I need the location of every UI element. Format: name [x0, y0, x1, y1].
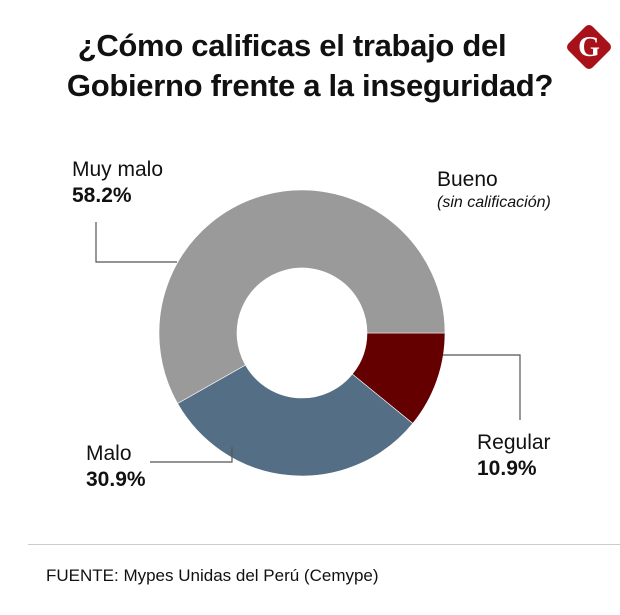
leader-line-muy-malo — [95, 222, 177, 263]
brand-logo-icon: G — [567, 25, 611, 69]
source-note: FUENTE: Mypes Unidas del Perú (Cemype) — [46, 566, 379, 585]
label-regular: Regular 10.9% — [477, 430, 551, 482]
leader-line-malo — [150, 447, 233, 463]
title-line-1: ¿Cómo calificas el trabajo del — [77, 28, 507, 63]
slice-value: 30.9% — [86, 468, 146, 491]
slice-malo — [177, 364, 414, 477]
slice-label: Malo — [86, 442, 132, 465]
donut-chart — [95, 189, 521, 477]
label-muy-malo: Muy malo 58.2% — [72, 157, 163, 209]
label-malo: Malo 30.9% — [86, 441, 146, 493]
svg-text:G: G — [578, 32, 600, 63]
divider — [28, 544, 620, 545]
label-bueno: Bueno (sin calificación) — [437, 167, 551, 213]
slice-label: Muy malo — [72, 158, 164, 181]
slice-value: 10.9% — [477, 457, 537, 480]
slice-label: Bueno — [437, 168, 498, 191]
leader-line-regular — [443, 354, 521, 420]
slice-value: 58.2% — [72, 184, 132, 207]
slice-muy-malo — [158, 189, 446, 404]
title-line-2: Gobierno frente a la inseguridad? — [66, 68, 554, 103]
slice-value: (sin calificación) — [437, 194, 551, 211]
slice-label: Regular — [477, 431, 551, 454]
